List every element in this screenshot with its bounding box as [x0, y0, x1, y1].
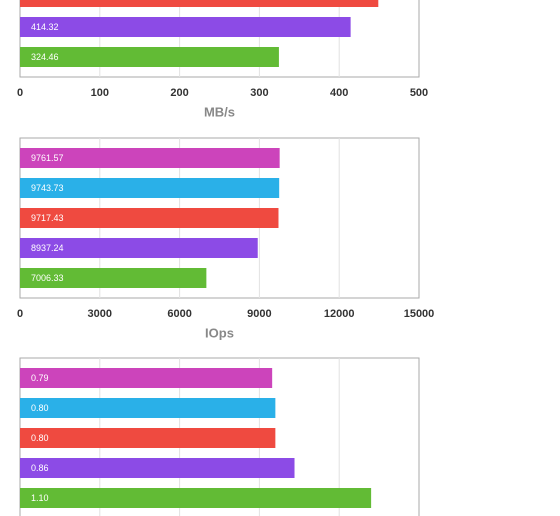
x-tick-label: 0	[17, 308, 23, 320]
bar	[20, 488, 372, 508]
bar	[20, 178, 280, 198]
value-label: 0.86	[31, 463, 49, 473]
bar	[20, 428, 276, 448]
value-label: 1.10	[31, 493, 49, 503]
value-label: 414.32	[31, 22, 59, 32]
value-label: 324.46	[31, 52, 59, 62]
x-tick-label: 15000	[404, 308, 435, 320]
value-label: 8937.24	[31, 243, 64, 253]
bar	[20, 268, 207, 288]
x-tick-label: 400	[330, 87, 348, 99]
x-tick-label: 3000	[88, 308, 112, 320]
bar	[20, 17, 351, 37]
value-label: 0.80	[31, 403, 49, 413]
x-tick-label: 6000	[167, 308, 191, 320]
value-label: 449	[31, 0, 46, 2]
value-label: 9761.57	[31, 153, 64, 163]
x-tick-label: 500	[410, 87, 428, 99]
bar	[20, 0, 379, 7]
value-label: 0.80	[31, 433, 49, 443]
bar	[20, 458, 295, 478]
bar	[20, 238, 258, 258]
value-label: 7006.33	[31, 273, 64, 283]
x-tick-label: 0	[17, 87, 23, 99]
x-tick-label: 100	[91, 87, 109, 99]
bar	[20, 47, 279, 67]
x-tick-label: 300	[250, 87, 268, 99]
x-axis-title: MB/s	[204, 104, 235, 119]
x-tick-label: 200	[170, 87, 188, 99]
bar	[20, 208, 279, 228]
bar	[20, 148, 280, 168]
value-label: 9743.73	[31, 183, 64, 193]
value-label: 0.79	[31, 373, 49, 383]
x-tick-label: 12000	[324, 308, 355, 320]
value-label: 9717.43	[31, 213, 64, 223]
x-tick-label: 9000	[247, 308, 271, 320]
bar	[20, 398, 276, 418]
x-axis-title: IOps	[205, 325, 234, 340]
bar	[20, 368, 273, 388]
